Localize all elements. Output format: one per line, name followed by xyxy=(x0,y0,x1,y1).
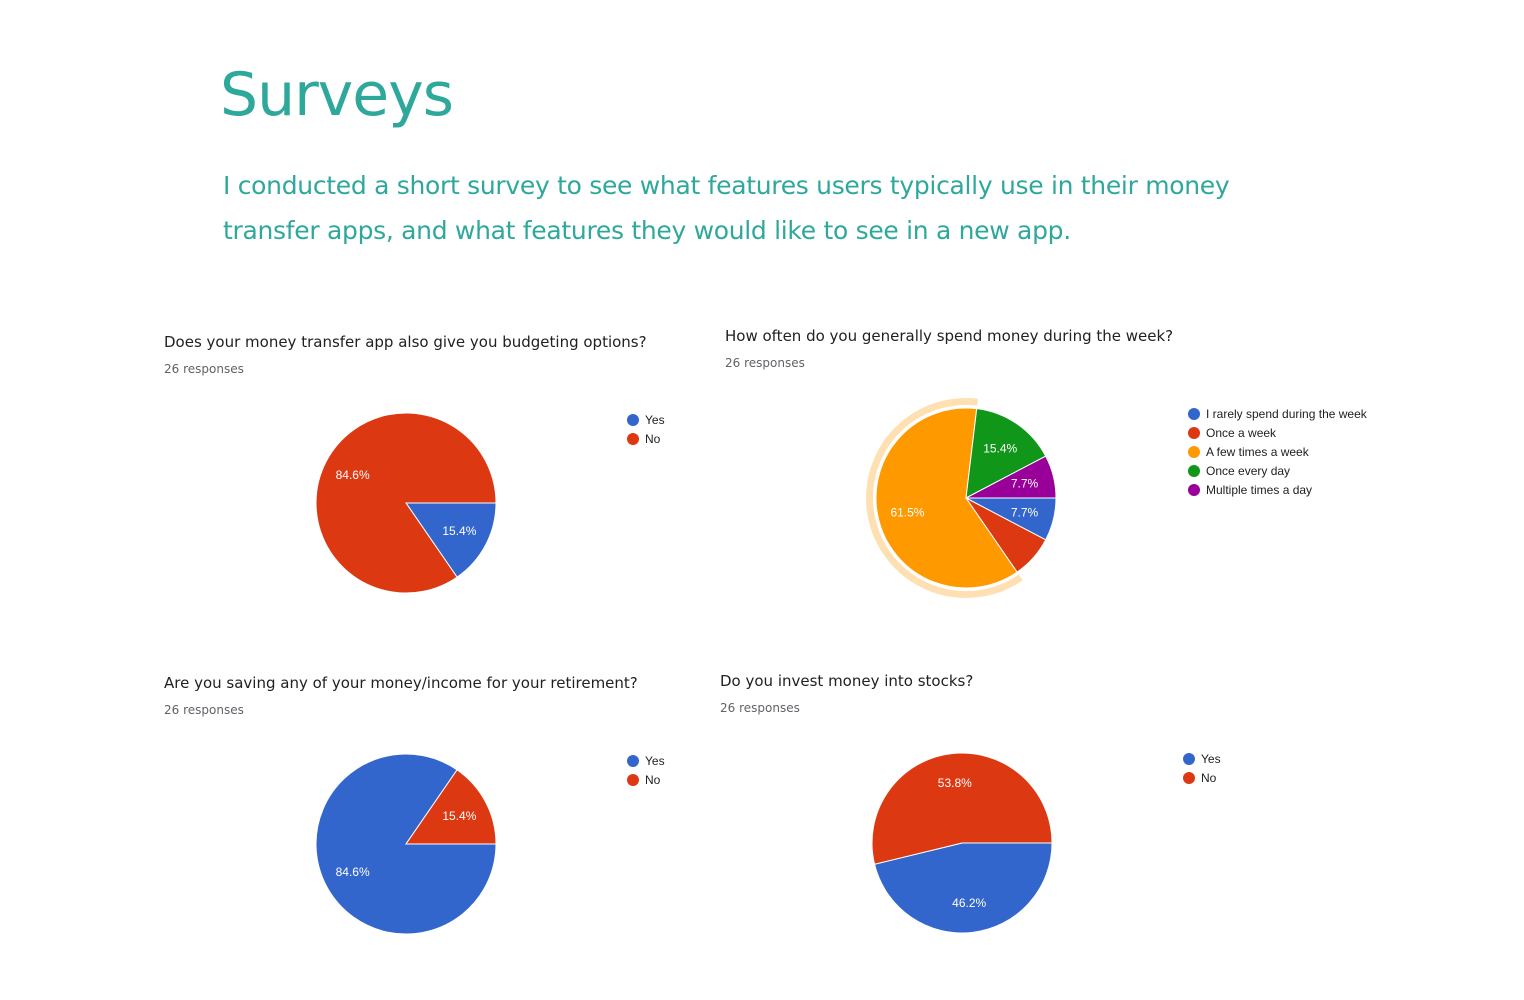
chart-question: How often do you generally spend money d… xyxy=(725,327,1174,345)
slice-label-yes: 84.6% xyxy=(336,865,370,879)
legend-swatch xyxy=(627,754,639,767)
pie-slice-yes[interactable] xyxy=(405,502,497,578)
legend-item-no[interactable]: No xyxy=(627,429,665,448)
chart-budgeting-options: Does your money transfer app also give y… xyxy=(164,333,864,633)
legend-swatch xyxy=(1183,752,1195,765)
legend-label: No xyxy=(645,431,661,446)
legend-label: I rarely spend during the week xyxy=(1206,406,1367,421)
legend-label: Yes xyxy=(645,753,665,768)
chart-stock-investing: Do you invest money into stocks? 26 resp… xyxy=(720,672,1420,972)
pie-slice-once-every-day[interactable] xyxy=(965,408,1047,499)
chart-legend: I rarely spend during the week Once a wee… xyxy=(1188,404,1367,499)
legend-item-once-every-day[interactable]: Once every day xyxy=(1188,461,1367,480)
legend-item-multiple-times-a-day[interactable]: Multiple times a day xyxy=(1188,480,1367,499)
legend-item-no[interactable]: No xyxy=(627,770,665,789)
response-count: 26 responses xyxy=(720,701,800,715)
legend-item-yes[interactable]: Yes xyxy=(627,751,665,770)
chart-legend: Yes No xyxy=(627,410,665,448)
legend-label: A few times a week xyxy=(1206,444,1309,459)
legend-item-once-a-week[interactable]: Once a week xyxy=(1188,423,1367,442)
intro-paragraph: I conducted a short survey to see what f… xyxy=(223,171,1230,245)
pie-chart: 84.6% 15.4% xyxy=(315,753,497,935)
slice-label-no: 15.4% xyxy=(442,809,476,823)
pie-chart: 46.2% 53.8% xyxy=(871,752,1053,934)
legend-label: Yes xyxy=(645,412,665,427)
pie-slice-no[interactable] xyxy=(405,769,497,845)
slice-label-no: 84.6% xyxy=(336,468,370,482)
legend-label: Once every day xyxy=(1206,463,1291,478)
legend-item-yes[interactable]: Yes xyxy=(627,410,665,429)
legend-item-i-rarely-spend-during-the-week[interactable]: I rarely spend during the week xyxy=(1188,404,1367,423)
legend-swatch xyxy=(1188,464,1200,477)
legend-label: Once a week xyxy=(1206,425,1277,440)
legend-swatch xyxy=(1183,771,1195,784)
slice-label-multiple-times-a-day: 7.7% xyxy=(1011,477,1039,491)
chart-retirement-saving: Are you saving any of your money/income … xyxy=(164,674,864,974)
legend-label: Yes xyxy=(1201,751,1221,766)
legend-swatch xyxy=(627,413,639,426)
chart-question: Are you saving any of your money/income … xyxy=(164,674,638,692)
legend-swatch xyxy=(627,773,639,786)
page-title: Surveys xyxy=(220,60,454,130)
legend-item-a-few-times-a-week[interactable]: A few times a week xyxy=(1188,442,1367,461)
legend-item-yes[interactable]: Yes xyxy=(1183,749,1221,768)
legend-swatch xyxy=(1188,407,1200,420)
chart-question: Does your money transfer app also give y… xyxy=(164,333,647,351)
pie-slice-a-few-times-a-week[interactable] xyxy=(875,407,1018,589)
slice-label-i-rarely-spend-during-the-week: 7.7% xyxy=(1011,505,1039,519)
pie-slice-no[interactable] xyxy=(871,752,1053,865)
pie-slice-multiple-times-a-day[interactable] xyxy=(965,455,1057,499)
legend-swatch xyxy=(1188,445,1200,458)
slice-label-yes: 46.2% xyxy=(952,896,986,910)
slice-label-yes: 15.4% xyxy=(442,524,476,538)
legend-swatch xyxy=(627,432,639,445)
pie-chart: 15.4% 84.6% xyxy=(315,412,497,594)
legend-label: No xyxy=(645,772,661,787)
slice-label-once-every-day: 15.4% xyxy=(983,441,1017,455)
chart-question: Do you invest money into stocks? xyxy=(720,672,974,690)
pie-slice-yes[interactable] xyxy=(873,842,1053,934)
slice-label-a-few-times-a-week: 61.5% xyxy=(890,505,924,519)
legend-label: Multiple times a day xyxy=(1206,482,1313,497)
response-count: 26 responses xyxy=(164,362,244,376)
legend-swatch xyxy=(1188,426,1200,439)
response-count: 26 responses xyxy=(725,356,805,370)
legend-item-no[interactable]: No xyxy=(1183,768,1221,787)
response-count: 26 responses xyxy=(164,703,244,717)
slice-label-no: 53.8% xyxy=(938,776,972,790)
pie-slice-no[interactable] xyxy=(315,412,497,594)
chart-legend: Yes No xyxy=(1183,749,1221,787)
chart-spending-frequency: How often do you generally spend money d… xyxy=(725,327,1425,627)
legend-label: No xyxy=(1201,770,1217,785)
pie-chart: 7.7% 61.5% 15.4% 7.7% xyxy=(866,398,1057,598)
legend-swatch xyxy=(1188,483,1200,496)
chart-legend: Yes No xyxy=(627,751,665,789)
